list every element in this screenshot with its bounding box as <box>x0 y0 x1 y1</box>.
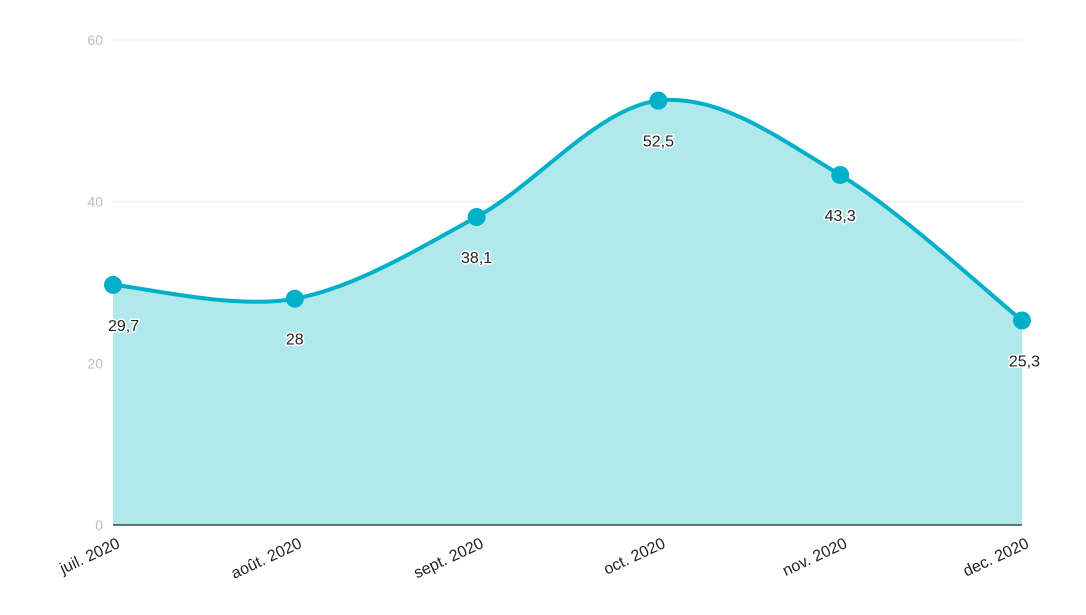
x-tick-label: juil. 2020 <box>57 535 123 578</box>
data-label: 29,7 <box>108 318 139 335</box>
data-label: 25,3 <box>1009 353 1040 370</box>
data-point[interactable] <box>831 165 850 184</box>
data-label: 38,1 <box>461 250 492 267</box>
y-tick-label: 20 <box>87 355 103 371</box>
x-tick-label: dec. 2020 <box>961 535 1032 580</box>
x-tick-label: nov. 2020 <box>780 535 850 580</box>
x-axis-ticks: juil. 2020 août. 2020 sept. 2020 oct. 2020 n… <box>57 535 1032 582</box>
x-tick-label: oct. 2020 <box>601 535 668 578</box>
data-point[interactable] <box>285 289 304 308</box>
y-tick-label: 0 <box>95 517 103 533</box>
series-line <box>112 97 1024 323</box>
y-tick-label: 40 <box>87 194 103 210</box>
data-points <box>104 91 1031 330</box>
data-labels: 29,7 28 38,1 52,5 43,3 25,3 <box>107 132 1042 372</box>
data-label: 28 <box>286 332 304 349</box>
area-fill <box>113 99 1022 526</box>
data-label: 52,5 <box>643 134 674 151</box>
data-point[interactable] <box>104 275 122 294</box>
y-tick-label: 60 <box>87 32 103 48</box>
y-axis-ticks: 0 20 40 60 <box>87 32 103 533</box>
data-point[interactable] <box>649 91 668 110</box>
x-tick-label: sept. 2020 <box>411 535 486 582</box>
data-point[interactable] <box>1013 311 1031 330</box>
data-point[interactable] <box>467 208 486 227</box>
x-tick-label: août. 2020 <box>229 535 305 582</box>
data-label: 43,3 <box>825 208 856 225</box>
